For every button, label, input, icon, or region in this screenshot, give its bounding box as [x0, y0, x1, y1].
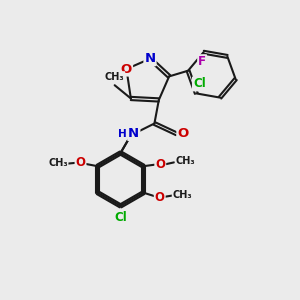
Text: H: H	[118, 128, 127, 139]
Text: O: O	[155, 158, 165, 171]
Text: CH₃: CH₃	[105, 72, 124, 82]
Text: N: N	[128, 127, 140, 140]
Text: N: N	[144, 52, 156, 65]
Text: O: O	[177, 127, 189, 140]
Text: CH₃: CH₃	[176, 156, 195, 166]
Text: Cl: Cl	[114, 211, 127, 224]
Text: O: O	[155, 190, 165, 204]
Text: F: F	[198, 55, 206, 68]
Text: O: O	[121, 62, 132, 76]
Text: CH₃: CH₃	[172, 190, 192, 200]
Text: CH₃: CH₃	[48, 158, 68, 168]
Text: O: O	[76, 156, 85, 169]
Text: Cl: Cl	[193, 77, 206, 91]
